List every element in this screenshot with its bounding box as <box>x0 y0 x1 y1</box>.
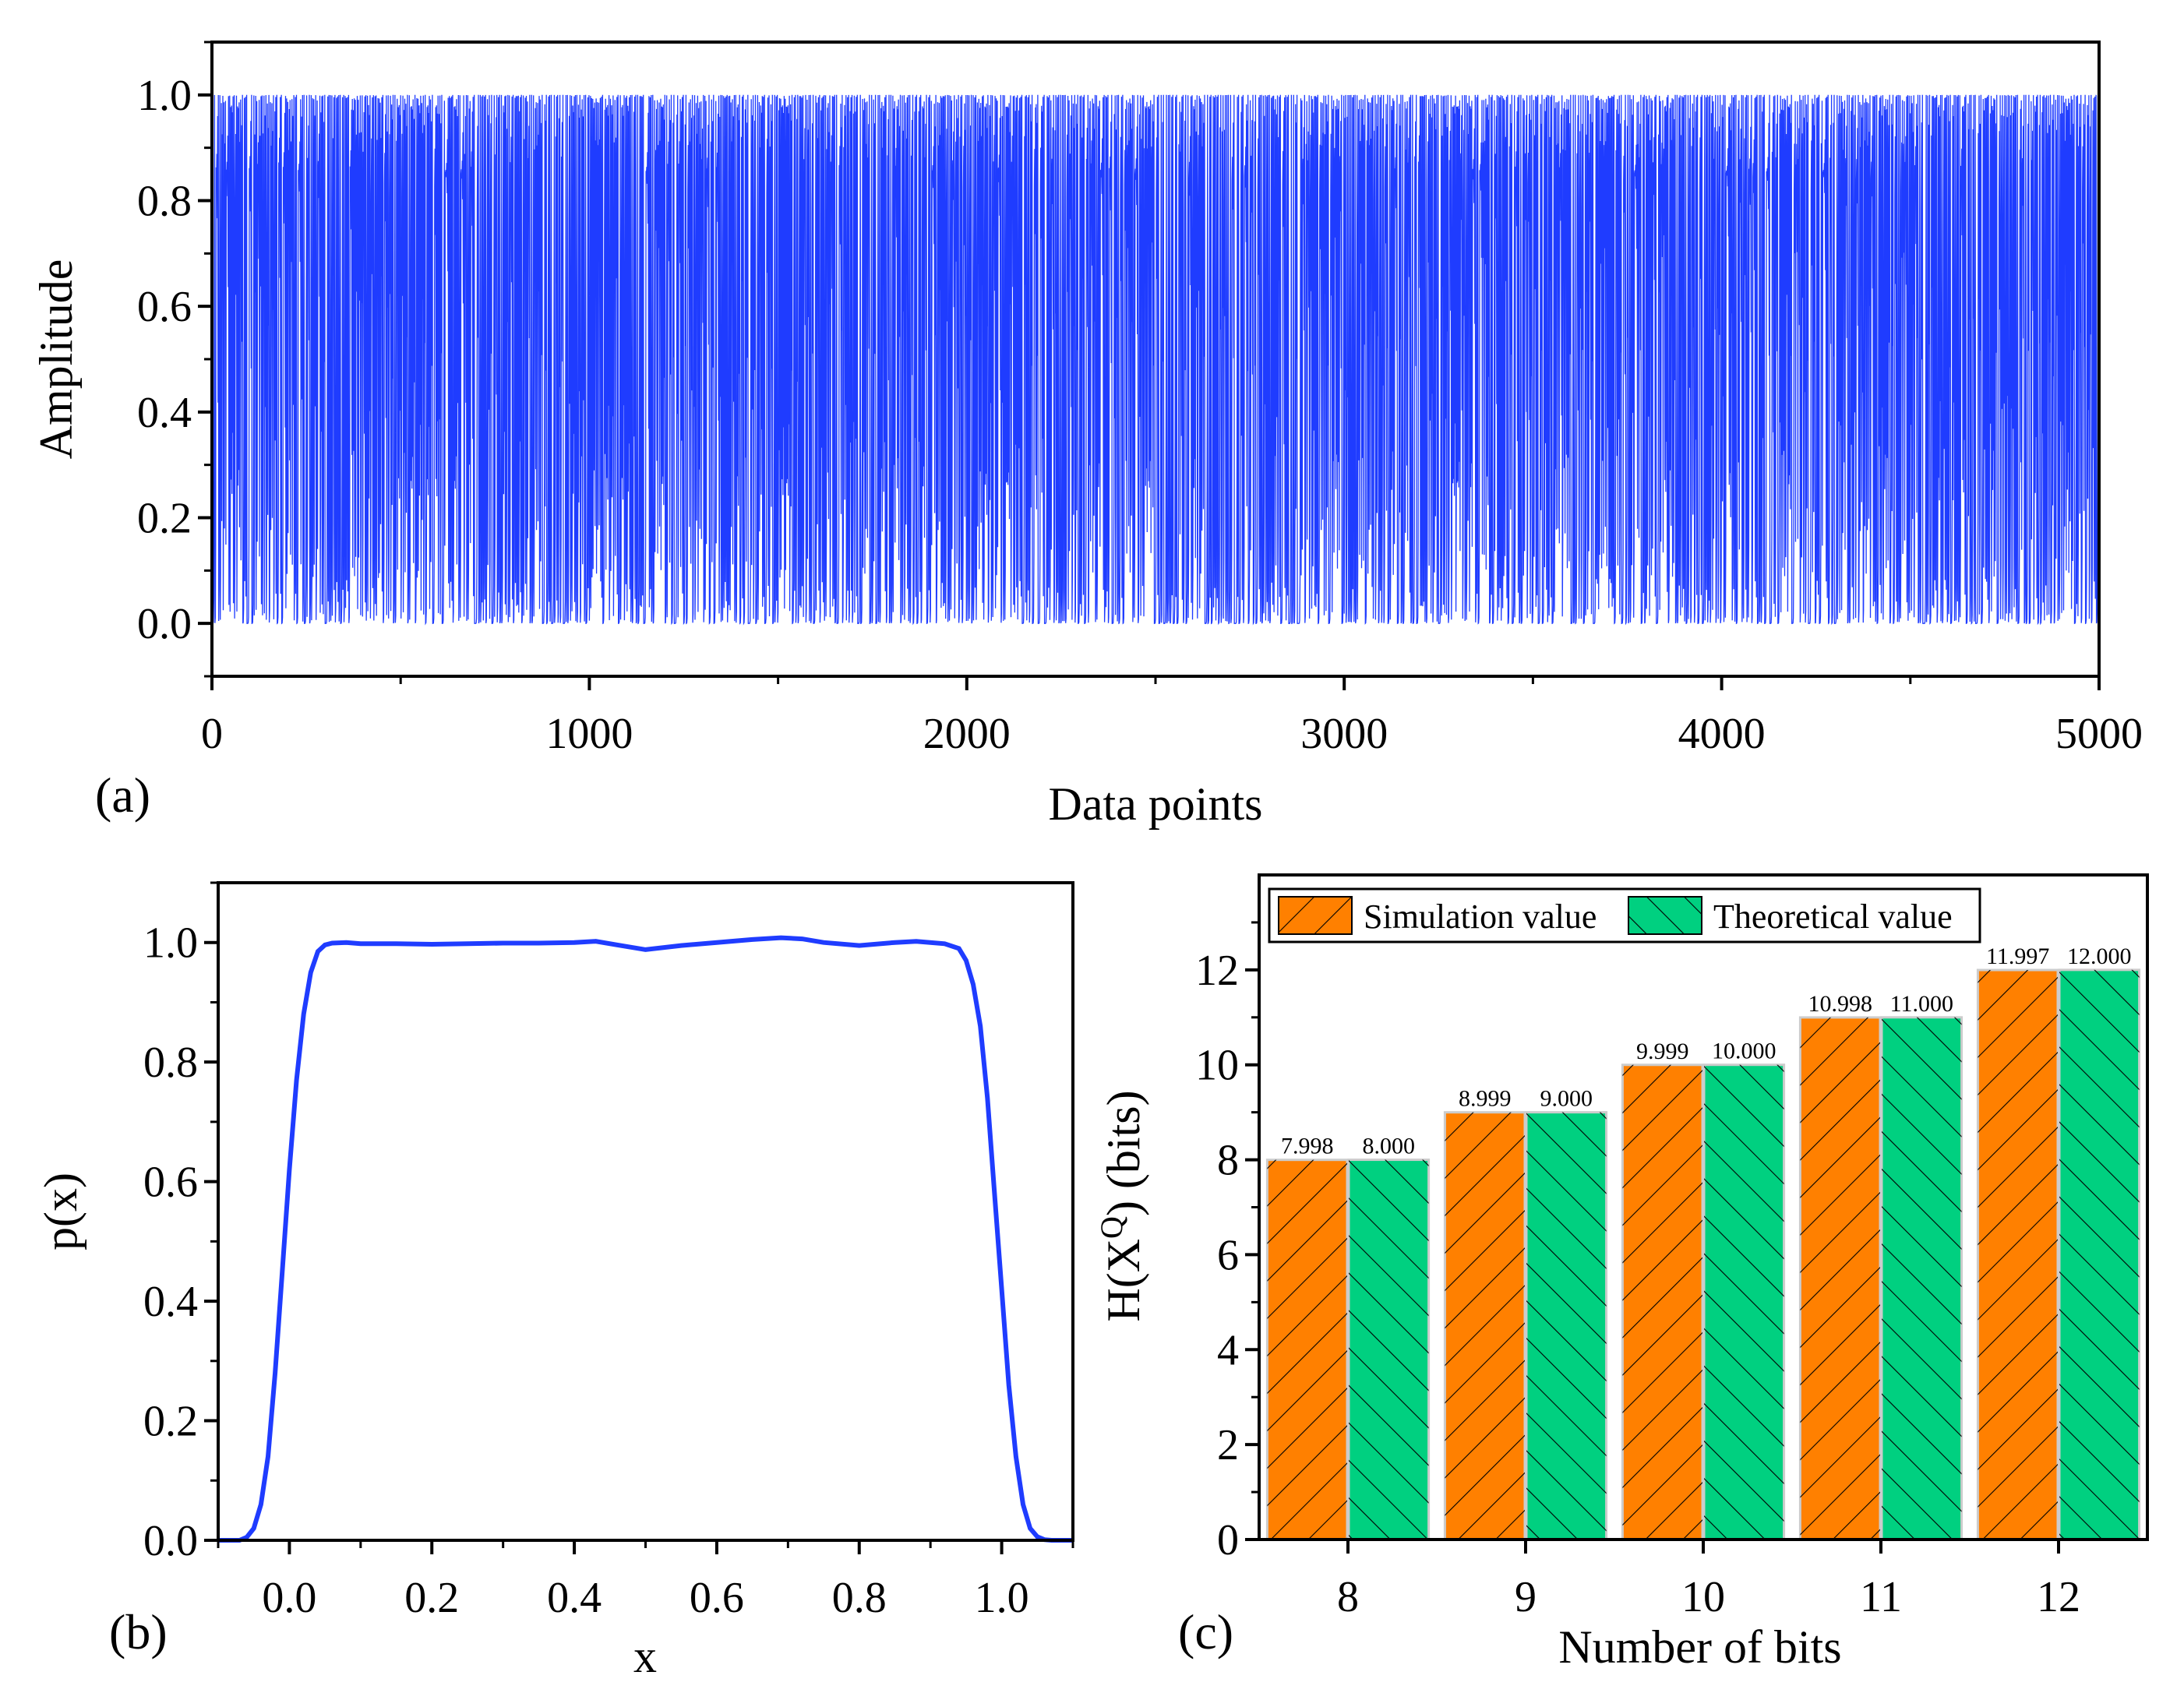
panel-c-legend: Simulation value Theoretical value <box>1268 887 1981 943</box>
panel-a-x-title: Data points <box>1049 778 1263 830</box>
bar-data-label: 12.000 <box>2067 943 2132 969</box>
bar-data-label: 9.999 <box>1636 1039 1689 1064</box>
x-tick-label: 11 <box>1860 1573 1902 1621</box>
x-tick-label: 12 <box>2037 1573 2080 1621</box>
bar-hatch <box>1622 1064 1702 1540</box>
panel-a-tag: (a) <box>95 767 150 823</box>
y-tick-label: 0.2 <box>137 495 192 543</box>
x-tick-label: 0 <box>201 710 223 758</box>
bar-data-label: 10.998 <box>1808 991 1872 1017</box>
ylabel-superscript: Q <box>1094 1216 1129 1239</box>
x-tick-label: 2000 <box>923 710 1011 758</box>
x-tick-label: 9 <box>1515 1573 1537 1621</box>
panel-c-y-title: H(XQ) (bits) <box>1094 1090 1149 1321</box>
y-tick-label: 0 <box>1217 1516 1239 1564</box>
bar-data-label: 8.999 <box>1459 1086 1512 1112</box>
y-tick-label: 1.0 <box>137 72 192 120</box>
bar-data-label: 8.000 <box>1363 1134 1416 1159</box>
bar-data-label: 7.998 <box>1281 1134 1334 1159</box>
x-tick-label: 0.2 <box>404 1574 459 1622</box>
x-tick-label: 3000 <box>1300 710 1388 758</box>
panel-b-y-title: p(x) <box>35 1173 86 1250</box>
x-tick-label: 1.0 <box>975 1574 1029 1622</box>
bar-hatch <box>2059 969 2140 1540</box>
legend-label-simulation: Simulation value <box>1364 898 1597 936</box>
panel-c-ticks: 8 9 10 11 12 0 2 4 6 8 10 12 <box>1195 921 2080 1621</box>
x-tick-label: 0.6 <box>690 1574 744 1622</box>
x-tick-label: 0.0 <box>262 1574 316 1622</box>
amplitude-signal-series <box>212 94 2099 626</box>
x-tick-label: 8 <box>1337 1573 1359 1621</box>
bar-hatch <box>1526 1112 1607 1540</box>
y-tick-label: 10 <box>1195 1042 1239 1090</box>
panel-c-x-title: Number of bits <box>1558 1621 1841 1673</box>
panel-a-ticks: 0 1000 2000 3000 4000 5000 0.0 0.2 0.4 0.6 0.8 1.0 <box>137 41 2143 758</box>
panel-c-bars: 7.998 8.000 8.999 9.000 9.999 10.000 10.998 11.… <box>1265 943 2141 1541</box>
x-tick-label: 0.8 <box>832 1574 887 1622</box>
bar-hatch <box>1349 1159 1429 1540</box>
panel-b-ticks: 0.0 0.2 0.4 0.6 0.8 1.0 0.0 0.2 0.4 0.6 0.8 1.0 <box>143 881 1074 1622</box>
bar-hatch <box>1704 1064 1784 1540</box>
x-tick-label: 4000 <box>1678 710 1766 758</box>
y-tick-label: 0.8 <box>137 178 192 226</box>
y-tick-label: 12 <box>1195 947 1239 995</box>
y-tick-label: 0.6 <box>143 1159 198 1207</box>
y-tick-label: 0.0 <box>143 1517 198 1565</box>
y-tick-label: 0.4 <box>143 1278 198 1326</box>
panel-a-time-series: 0 1000 2000 3000 4000 50000.00.20.40.60.81.0 … <box>30 41 2143 830</box>
y-tick-label: 1.0 <box>143 919 198 968</box>
y-tick-label: 0.0 <box>137 600 192 648</box>
y-tick-label: 6 <box>1217 1231 1239 1279</box>
panel-b-tag: (b) <box>109 1604 168 1659</box>
bar-hatch <box>1882 1017 1962 1540</box>
bar-data-label: 9.000 <box>1540 1086 1593 1112</box>
ylabel-tail: ) (bits) <box>1098 1090 1149 1216</box>
legend-swatch-theoretical-hatch <box>1628 897 1702 934</box>
amplitude-line <box>212 94 2099 626</box>
y-tick-label: 0.2 <box>143 1398 198 1446</box>
y-tick-label: 0.6 <box>137 283 192 331</box>
x-tick-label: 0.4 <box>547 1574 602 1622</box>
bar-data-label: 10.000 <box>1712 1039 1776 1064</box>
panel-b-density: 0.0 0.2 0.4 0.6 0.8 1.0 0.0 0.2 0.4 0.6 0.8 1.0 x p… <box>35 881 1074 1682</box>
y-tick-label: 4 <box>1217 1326 1239 1374</box>
ylabel-main: H(X <box>1098 1239 1149 1322</box>
legend-swatch-simulation-hatch <box>1279 897 1352 934</box>
bar-hatch <box>1978 970 2058 1540</box>
bar-hatch <box>1800 1017 1880 1540</box>
panel-b-frame <box>217 881 1074 1542</box>
y-tick-label: 0.4 <box>137 389 192 437</box>
bar-hatch <box>1445 1112 1525 1540</box>
y-tick-label: 0.8 <box>143 1039 198 1087</box>
y-tick-label: 2 <box>1217 1421 1239 1469</box>
legend-box <box>1268 887 1981 943</box>
x-tick-label: 10 <box>1681 1573 1725 1621</box>
panel-a-y-title: Amplitude <box>30 259 82 460</box>
bar-data-label: 11.000 <box>1890 991 1953 1017</box>
legend-label-theoretical: Theoretical value <box>1713 898 1953 936</box>
y-tick-label: 8 <box>1217 1137 1239 1185</box>
x-tick-label: 1000 <box>545 710 633 758</box>
bar-data-label: 11.997 <box>1986 943 2049 969</box>
pdf-curve-series <box>218 935 1073 1543</box>
x-tick-label: 5000 <box>2055 710 2143 758</box>
panel-b-x-title: x <box>633 1631 657 1682</box>
panel-c-tag: (c) <box>1178 1604 1233 1659</box>
panel-c-entropy-bars: 7.998 8.000 8.999 9.000 9.999 10.000 10.998 11.… <box>1094 873 2149 1673</box>
bar-hatch <box>1267 1159 1347 1540</box>
